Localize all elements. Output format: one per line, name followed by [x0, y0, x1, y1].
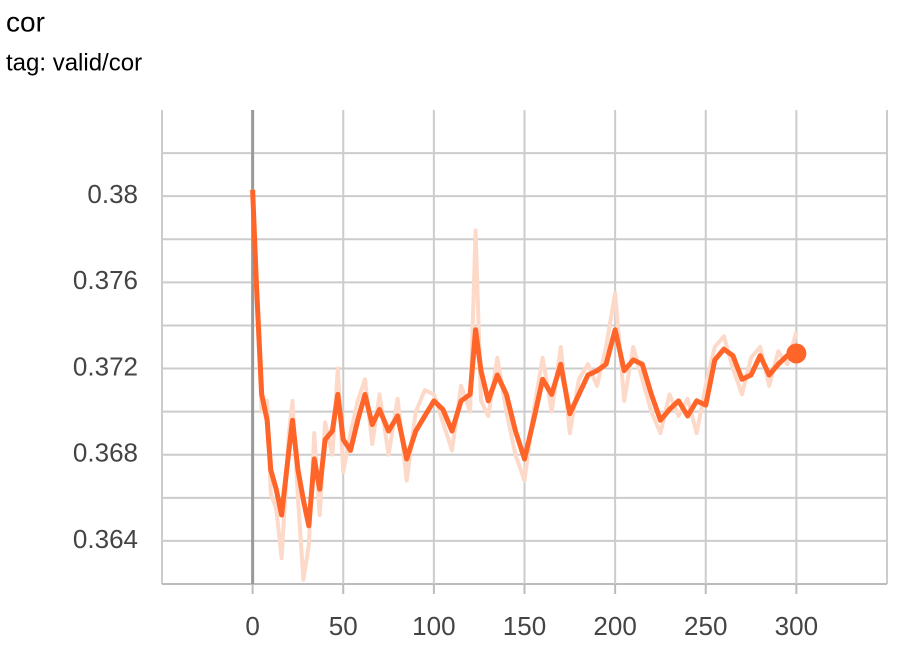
- x-tick-label: 100: [412, 611, 455, 641]
- y-tick-label: 0.38: [87, 179, 138, 209]
- smoothed-line: [250, 189, 797, 529]
- x-tick-label: 150: [503, 611, 546, 641]
- x-tick-label: 0: [245, 611, 259, 641]
- x-tick-label: 250: [684, 611, 727, 641]
- x-tick-label: 200: [593, 611, 636, 641]
- chart-subtitle: tag: valid/cor: [6, 49, 142, 76]
- x-tick-label: 50: [329, 611, 358, 641]
- x-tick-label: 300: [775, 611, 818, 641]
- end-point: [786, 343, 807, 364]
- y-tick-label: 0.364: [73, 524, 138, 554]
- y-tick-label: 0.372: [73, 351, 138, 381]
- y-tick-label: 0.376: [73, 265, 138, 295]
- y-tick-label: 0.368: [73, 438, 138, 468]
- chart-title: cor: [6, 6, 45, 37]
